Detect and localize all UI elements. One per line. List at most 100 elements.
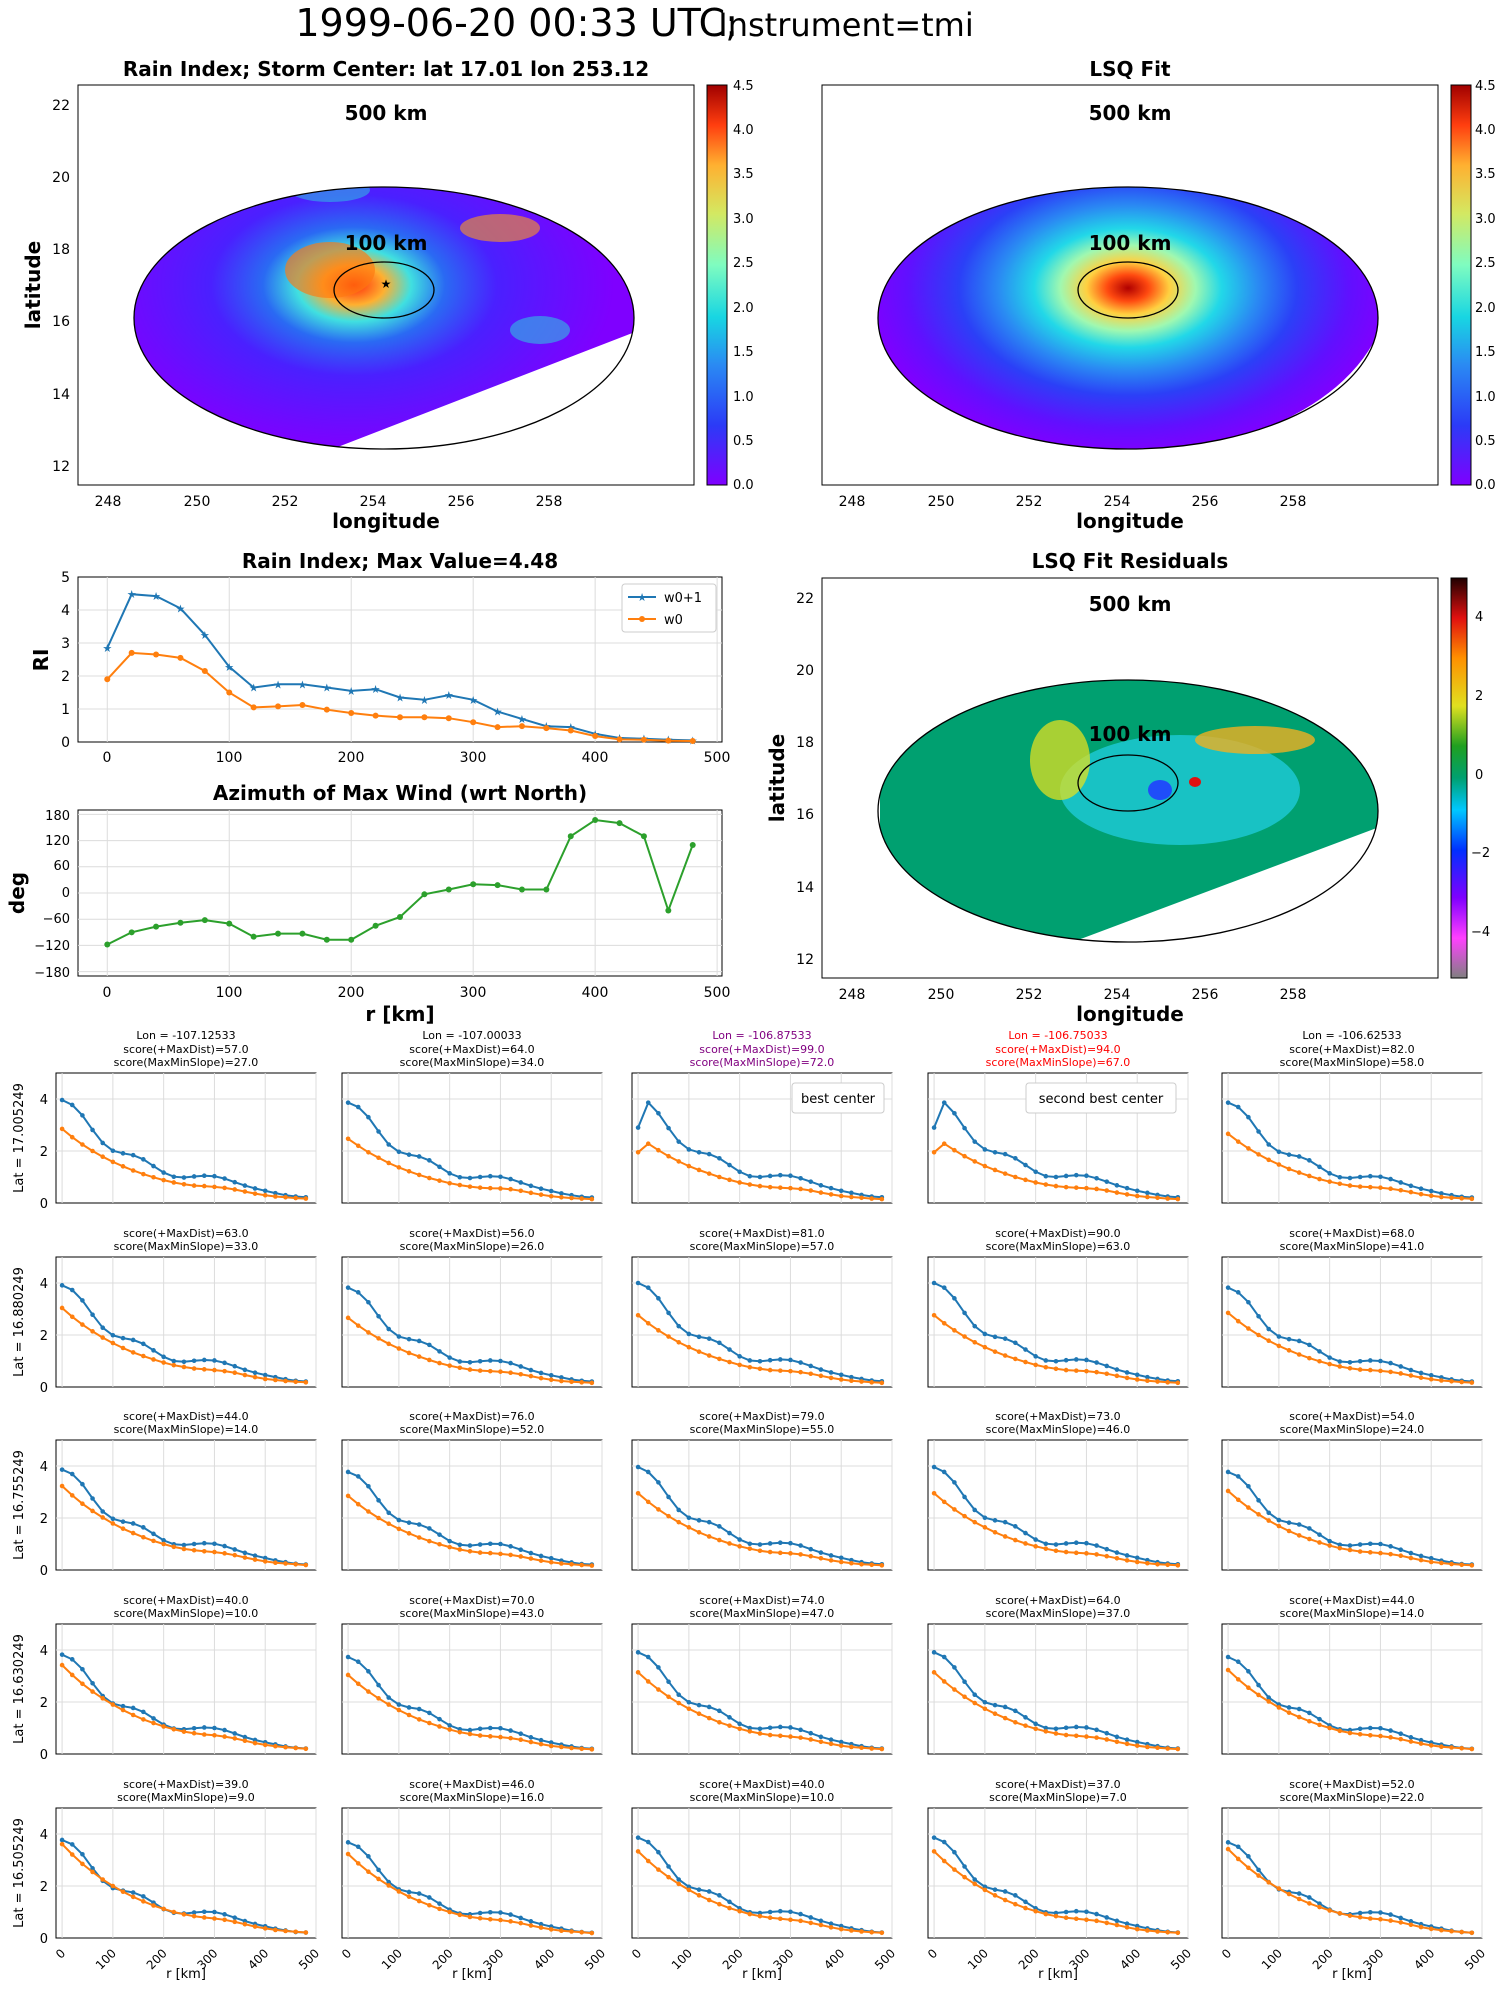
cell-w0-point: [141, 1899, 146, 1904]
cell-w0p1-point: [345, 1840, 351, 1845]
cell-score-maxminslope: score(MaxMinSlope)=16.0: [400, 1791, 545, 1804]
cell-w0p1-point: [656, 1849, 661, 1855]
cell-w0p1-point: [777, 1724, 783, 1730]
ytick: −60: [43, 912, 70, 927]
fit-map-xlabel: longitude: [1076, 509, 1184, 533]
cell-w0p1-point: [1367, 1173, 1373, 1179]
cell-w0-point: [1378, 1550, 1383, 1556]
cell-w0p1-point: [161, 1170, 166, 1175]
cell-w0-point: [1398, 1736, 1404, 1742]
cell-w0-point: [1418, 1557, 1424, 1563]
azimuth-yticks: 180 120 60 0 −60 −120 −180: [34, 809, 70, 981]
cell-w0p1-point: [1286, 1336, 1292, 1342]
cell-w0p1-point: [1256, 1682, 1261, 1688]
cell-w0p1-point: [931, 1464, 937, 1470]
cell-w0p1-point: [1235, 1659, 1241, 1664]
rain-w0-point: [543, 725, 550, 732]
cell-w0-point: [498, 1551, 503, 1557]
cell-w0-point: [303, 1562, 309, 1568]
cell-score-maxminslope: score(MaxMinSlope)=14.0: [1280, 1607, 1425, 1620]
xtick: 100: [216, 985, 243, 1001]
cell-w0p1-point: [1002, 1889, 1008, 1894]
cell-w0p1-point: [100, 1140, 106, 1146]
cell-w0-point: [1235, 1497, 1241, 1503]
cell-w0p1-point: [559, 1375, 564, 1380]
cell-w0p1-point: [141, 1157, 146, 1162]
cell-w0p1-point: [120, 1703, 126, 1709]
cell-w0-point: [941, 1499, 947, 1505]
cell-w0-point: [1388, 1369, 1393, 1375]
cell-w0p1-point: [1367, 1909, 1373, 1915]
cell-w0p1-point: [355, 1844, 361, 1850]
cell-w0-point: [828, 1375, 834, 1381]
cell-w0-point: [859, 1379, 864, 1384]
cell-w0p1-point: [1114, 1183, 1120, 1188]
cell-w0-point: [69, 1134, 75, 1140]
cell-w0p1-point: [838, 1555, 844, 1561]
cell-w0p1-point: [1428, 1556, 1434, 1561]
cell-w0p1-point: [788, 1357, 793, 1363]
cell-w0-point: [1235, 1856, 1241, 1862]
rain-profile-panel: Rain Index; Max Value=4.48 ★★ ★★★★★ ★ ★ ★ ★ ★★…: [29, 549, 730, 766]
row-lat-label: Lat = 16.505249: [12, 1818, 27, 1928]
cell-w0-point: [1155, 1745, 1160, 1751]
cell-w0-point: [696, 1893, 702, 1898]
cell-w0-point: [427, 1902, 432, 1908]
cell-w0p1-point: [242, 1550, 248, 1556]
cell-w0p1-point: [59, 1837, 65, 1843]
cell-w0p1-point: [962, 1679, 967, 1685]
azimuth-point: [470, 881, 477, 888]
cell-w0p1-point: [467, 1727, 473, 1733]
cell-w0p1-point: [1145, 1374, 1150, 1380]
cell-w0-point: [1073, 1368, 1079, 1373]
cell-w0p1-point: [1124, 1737, 1130, 1742]
cell-w0-point: [828, 1925, 834, 1930]
azimuth-point: [665, 907, 672, 914]
cell-w0p1-point: [1063, 1725, 1069, 1731]
cell-w0-point: [788, 1917, 793, 1923]
cell-w0-point: [487, 1550, 493, 1556]
cell-w0-point: [1459, 1379, 1464, 1385]
cell-w0p1-point: [1347, 1360, 1353, 1365]
cell-w0p1-point: [696, 1887, 702, 1892]
cell-w0-point: [1043, 1182, 1049, 1187]
cell-w0p1-point: [941, 1285, 947, 1290]
cell-w0-point: [1084, 1917, 1089, 1923]
cell-w0-point: [366, 1689, 371, 1694]
cell-w0p1-point: [1286, 1520, 1292, 1525]
cell-w0-point: [1367, 1550, 1373, 1555]
cell-w0-point: [222, 1551, 227, 1556]
cell-w0p1-point: [1378, 1910, 1383, 1915]
cell-w0-point: [508, 1370, 513, 1375]
cell-w0-point: [1347, 1365, 1353, 1371]
cell-w0p1-point: [191, 1725, 197, 1731]
cell-w0p1-point: [406, 1152, 412, 1157]
rain-w0p1-point: ★: [395, 691, 405, 704]
cell-w0-point: [1134, 1559, 1140, 1565]
rain-map-ylabel: latitude: [21, 241, 45, 329]
rain-map-yticks: 12 14 16 18 20 22: [52, 98, 70, 475]
cell-w0p1-point: [962, 1494, 967, 1500]
cell-w0p1-point: [416, 1522, 422, 1527]
cell-w0p1-point: [508, 1912, 513, 1917]
cell-w0p1-point: [538, 1370, 544, 1376]
cell-score-maxdist: score(+MaxDist)=54.0: [1289, 1410, 1414, 1423]
candidate-cell: score(+MaxDist)=46.0score(MaxMinSlope)=1…: [339, 1778, 608, 1982]
cell-w0-point: [1246, 1146, 1251, 1151]
cell-w0-point: [1357, 1549, 1363, 1554]
azimuth-point: [299, 930, 306, 937]
cell-w0p1-point: [528, 1919, 534, 1924]
cell-w0-point: [1408, 1373, 1414, 1378]
cell-score-maxdist: score(+MaxDist)=40.0: [123, 1594, 248, 1607]
cell-w0-point: [1225, 1310, 1231, 1316]
cell-w0p1-point: [1104, 1730, 1110, 1736]
cell-w0p1-point: [80, 1113, 85, 1118]
cell-w0-point: [498, 1369, 503, 1374]
cell-w0p1-point: [212, 1358, 217, 1363]
cell-w0-point: [1449, 1195, 1454, 1201]
cell-w0p1-point: [242, 1183, 248, 1188]
cell-w0-point: [717, 1901, 722, 1907]
cell-xtick: 100: [1259, 1946, 1285, 1972]
cell-w0-point: [355, 1681, 361, 1687]
cell-w0-point: [645, 1321, 651, 1326]
